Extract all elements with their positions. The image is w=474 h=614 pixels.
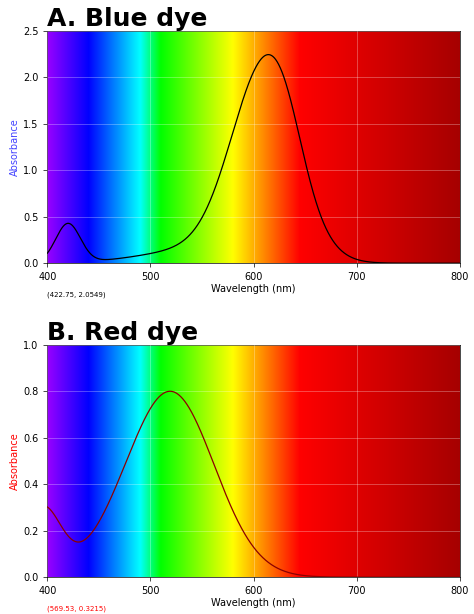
X-axis label: Wavelength (nm): Wavelength (nm): [211, 597, 296, 608]
Text: (422.75, 2.0549): (422.75, 2.0549): [47, 291, 106, 298]
Text: (569.53, 0.3215): (569.53, 0.3215): [47, 605, 106, 612]
Text: B. Red dye: B. Red dye: [47, 321, 199, 344]
Text: A. Blue dye: A. Blue dye: [47, 7, 208, 31]
Y-axis label: Absorbance: Absorbance: [10, 118, 20, 176]
X-axis label: Wavelength (nm): Wavelength (nm): [211, 284, 296, 293]
Y-axis label: Absorbance: Absorbance: [10, 432, 20, 490]
